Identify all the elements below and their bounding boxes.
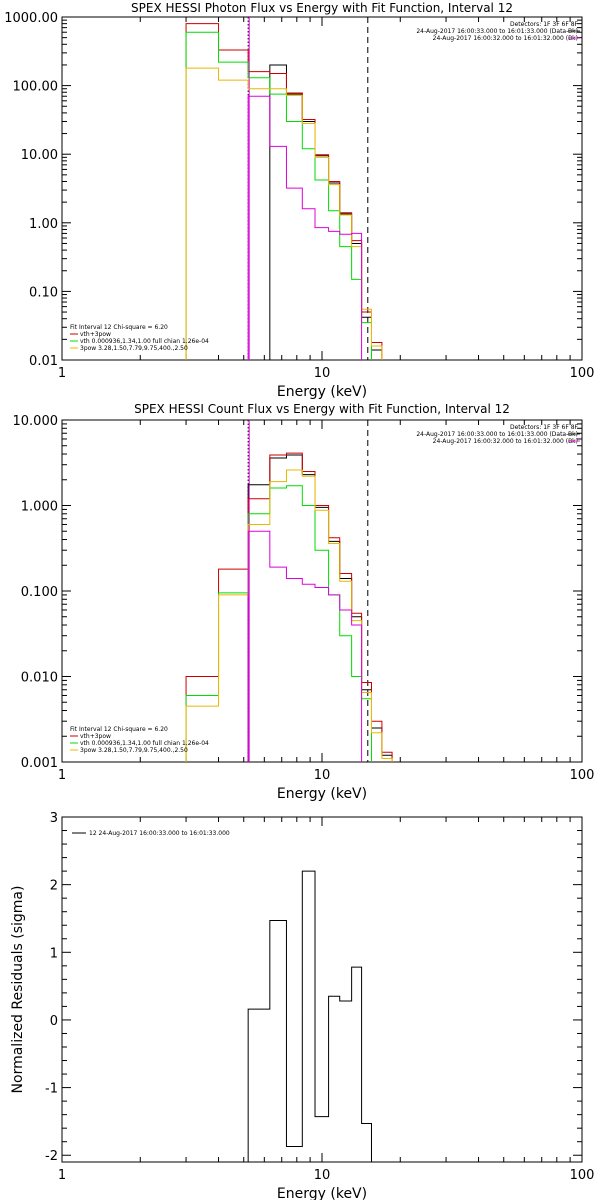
legend-text: 12 24-Aug-2017 16:00:33.000 to 16:01:33.… (89, 830, 230, 837)
legend-text: vth+3pow (80, 733, 111, 740)
y-tick-label: 1000.00 (4, 11, 58, 26)
series-step-line-1 (247, 454, 393, 762)
y-tick-label: 0.100 (21, 585, 58, 600)
x-tick-label: 1 (58, 366, 66, 381)
legend-text: vth+3pow (80, 331, 111, 338)
y-tick-label: 3 (50, 811, 58, 826)
y-tick-label: 0.010 (21, 671, 58, 686)
legend-text: 3pow 3.28,1.50,7.79,9.75,400.,2.50 (80, 747, 188, 754)
legend-text: Fit Interval 12 Chi-square = 6.20 (70, 324, 168, 331)
x-tick-label: 10 (314, 1168, 331, 1183)
series-step-line-1 (269, 64, 383, 360)
y-axis-label: Normalized Residuals (sigma) (10, 886, 26, 1094)
x-tick-label: 100 (570, 1168, 595, 1183)
legend-text: Detectors: 1F 3F 6F 8F (510, 424, 579, 431)
y-tick-label: 1.000 (21, 500, 58, 515)
x-tick-label: 1 (58, 1168, 66, 1183)
chart-title: SPEX HESSI Photon Flux vs Energy with Fi… (131, 1, 513, 15)
y-tick-label: 0 (50, 1014, 58, 1029)
y-tick-label: -1 (45, 1082, 58, 1097)
y-tick-label: -2 (45, 1149, 58, 1164)
y-tick-label: 10.000 (13, 414, 59, 429)
x-axis-label: Energy (keV) (277, 384, 367, 400)
x-tick-label: 100 (570, 366, 595, 381)
y-tick-label: 1 (50, 946, 58, 961)
y-tick-label: 2 (50, 879, 58, 894)
y-tick-label: 0.001 (21, 756, 58, 771)
x-axis-label: Energy (keV) (277, 786, 367, 802)
series-step-line-5 (247, 530, 363, 762)
x-tick-label: 10 (314, 366, 331, 381)
legend-text: 24-Aug-2017 16:00:33.000 to 16:01:33.000… (416, 28, 578, 35)
x-axis-label: Energy (keV) (277, 1186, 367, 1200)
legend-text: 24-Aug-2017 16:00:32.000 to 16:01:32.000… (433, 35, 578, 42)
legend-text: 3pow 3.28,1.50,7.79,9.75,400.,2.50 (80, 345, 188, 352)
legend-text: vth 0.000936,1.34,1.00 full chian 1.26e-… (80, 740, 209, 747)
plot-frame (61, 419, 583, 763)
plot-panel-2: SPEX HESSI Count Flux vs Energy with Fit… (13, 402, 595, 802)
y-tick-label: 100.00 (13, 80, 59, 95)
plot-panel-3: 1 10 100 Energy (keV) -2 -1 0 1 2 3 Normalized Res… (10, 811, 594, 1200)
y-tick-label: 1.00 (29, 217, 58, 232)
legend-text: 24-Aug-2017 16:00:33.000 to 16:01:33.000… (416, 431, 578, 438)
legend-text: vth 0.000936,1.34,1.00 full chian 1.26e-… (80, 338, 209, 345)
series-step-line-1 (247, 870, 372, 1162)
plot-panel-1: SPEX HESSI Photon Flux vs Energy with Fi… (4, 1, 594, 400)
y-tick-label: 0.01 (29, 354, 58, 369)
y-tick-label: 0.10 (29, 285, 58, 300)
plot-frame (61, 16, 583, 361)
series-step-line-3 (185, 31, 372, 360)
series-step-line-4 (185, 67, 383, 360)
legend-text: Detectors: 1F 3F 6F 8F (510, 21, 579, 28)
plot-frame (61, 816, 583, 1163)
series-step-line-5 (247, 95, 363, 360)
legend-text: Fit Interval 12 Chi-square = 6.20 (70, 726, 168, 733)
x-tick-label: 1 (58, 768, 66, 783)
series-step-line-2 (185, 23, 383, 360)
y-tick-label: 10.00 (21, 148, 58, 163)
chart-title: SPEX HESSI Count Flux vs Energy with Fit… (134, 402, 510, 416)
x-tick-label: 10 (314, 768, 331, 783)
legend-text: 24-Aug-2017 16:00:32.000 to 16:01:32.000… (433, 438, 578, 445)
series-step-line-3 (185, 485, 372, 762)
x-tick-label: 100 (570, 768, 595, 783)
